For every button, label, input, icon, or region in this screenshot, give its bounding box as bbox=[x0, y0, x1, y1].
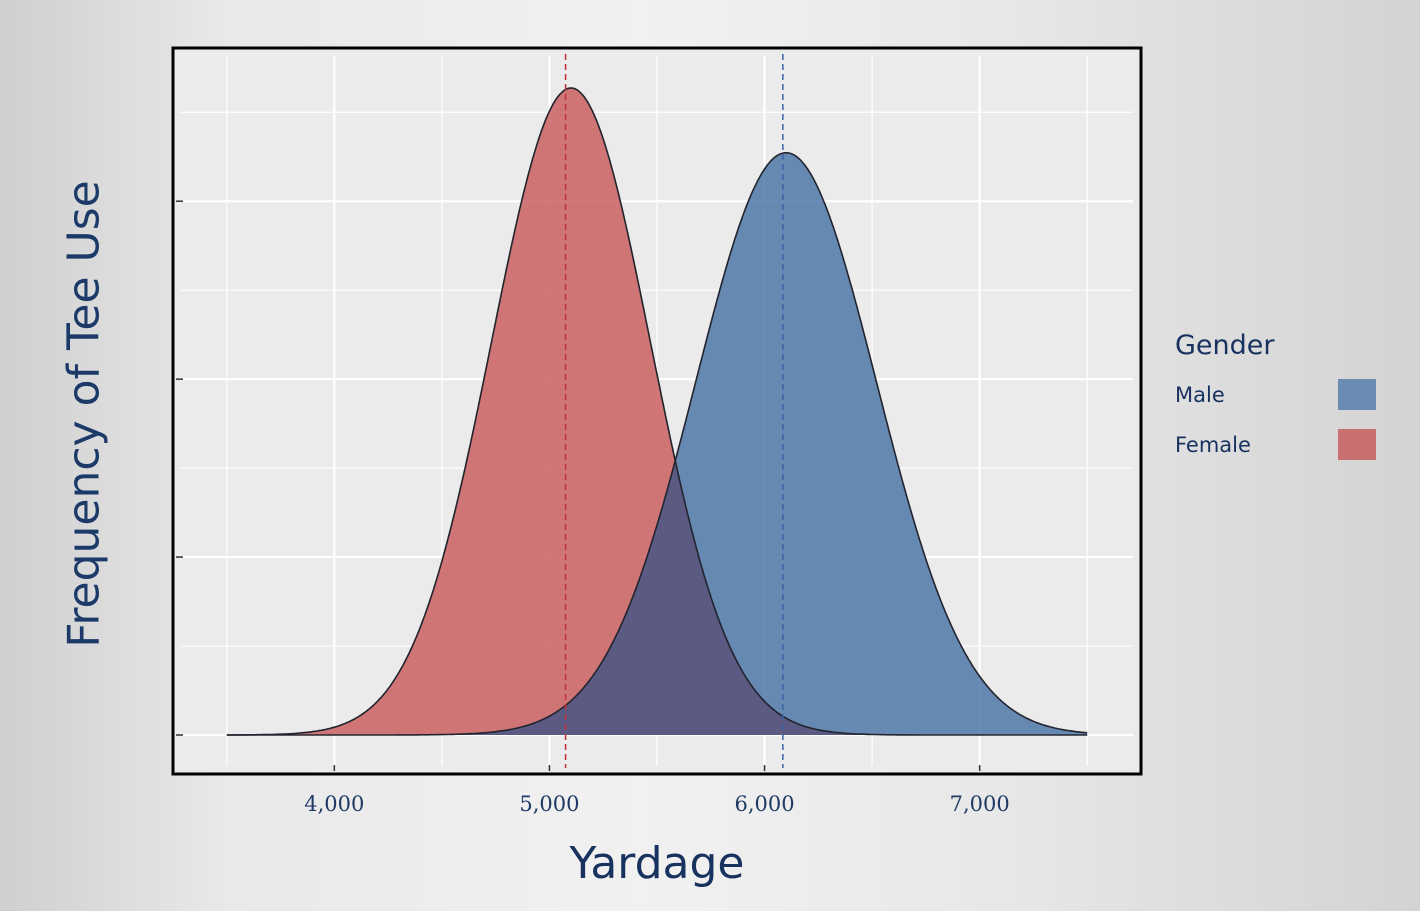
x-tick-label: 7,000 bbox=[949, 792, 1010, 816]
mean-lines bbox=[564, 54, 784, 768]
x-axis-label: Yardage bbox=[569, 838, 745, 889]
female-density-outline bbox=[226, 87, 1088, 736]
plot-border bbox=[171, 46, 1143, 776]
x-tick-label: 5,000 bbox=[519, 792, 580, 816]
overlap-area bbox=[226, 464, 1088, 735]
female-density-area bbox=[226, 88, 1088, 735]
legend-swatch-male bbox=[1338, 379, 1376, 410]
y-axis-label: Frequency of Tee Use bbox=[58, 180, 110, 648]
x-tick-label: 4,000 bbox=[304, 792, 365, 816]
legend-label: Male bbox=[1175, 383, 1225, 407]
legend-label: Female bbox=[1175, 433, 1251, 457]
legend: Gender Male Female bbox=[1175, 330, 1376, 479]
legend-swatch-female bbox=[1338, 429, 1376, 460]
x-tick-label: 6,000 bbox=[734, 792, 795, 816]
male-density-outline bbox=[226, 151, 1088, 736]
legend-title: Gender bbox=[1175, 330, 1275, 361]
axis-ticks bbox=[176, 200, 981, 771]
legend-item-male: Male bbox=[1175, 379, 1376, 429]
male-density-area bbox=[226, 152, 1088, 735]
legend-item-female: Female bbox=[1175, 429, 1376, 479]
density-series bbox=[226, 87, 1088, 736]
